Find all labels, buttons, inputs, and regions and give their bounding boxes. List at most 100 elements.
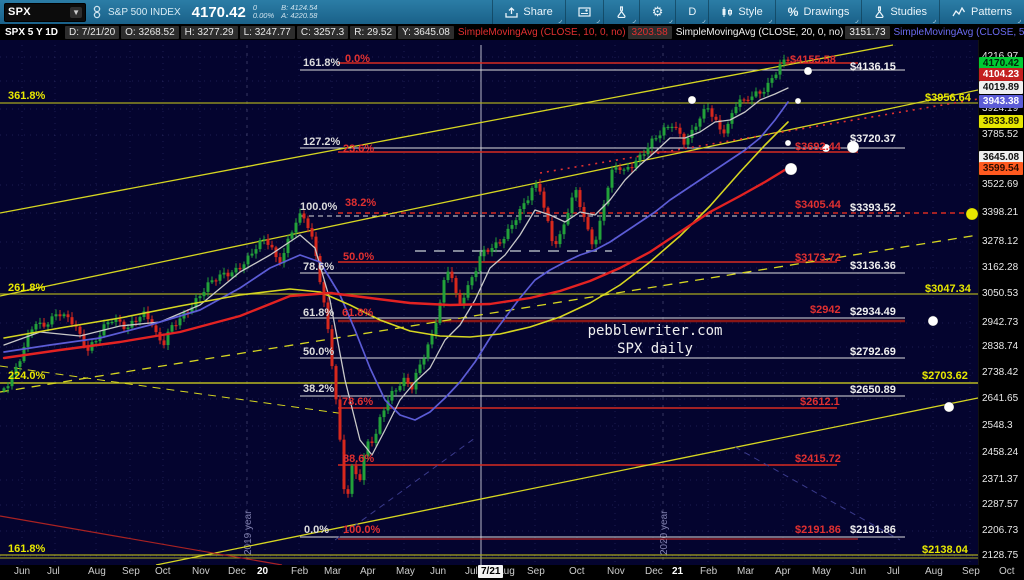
sma-50-line xyxy=(3,101,789,421)
time-tick: Oct xyxy=(155,566,171,577)
candlestick xyxy=(558,234,562,245)
candlestick xyxy=(778,64,782,75)
time-tick: Aug xyxy=(88,566,106,577)
study-label-0[interactable]: SimpleMovingAvg (CLOSE, 10, 0, no) xyxy=(457,26,626,38)
study-label-1[interactable]: SimpleMovingAvg (CLOSE, 20, 0, no) xyxy=(675,26,844,38)
price-tick: 2738.42 xyxy=(982,367,1019,378)
candlestick xyxy=(438,302,442,323)
candlestick xyxy=(402,377,406,387)
year-marker-label: 2020 year xyxy=(659,510,670,555)
price-callout: $4136.15 xyxy=(850,61,896,73)
candlestick xyxy=(666,126,670,129)
fib-label: 224.0% xyxy=(8,370,46,382)
change-percent: 0.00% xyxy=(252,11,275,20)
timeframe-button[interactable]: D ◞ xyxy=(675,0,708,24)
fib-label: 127.2% xyxy=(303,136,341,148)
candlestick xyxy=(242,264,246,270)
dropdown-caret-icon: ◞ xyxy=(558,15,562,24)
candlestick xyxy=(374,433,378,443)
candlestick xyxy=(42,322,46,327)
time-tick: Dec xyxy=(645,566,663,577)
gear-icon: ⚙ xyxy=(651,4,664,19)
price-callout: $2934.49 xyxy=(850,306,896,318)
price-badge: 3645.08 xyxy=(979,151,1023,164)
studies-button[interactable]: Studies ◞ xyxy=(861,0,939,24)
candlestick xyxy=(34,324,38,330)
candlestick xyxy=(630,167,634,169)
candlestick xyxy=(78,326,82,334)
candlestick xyxy=(714,116,718,120)
quick-study-button[interactable]: ◞ xyxy=(602,0,639,24)
candlestick xyxy=(346,489,350,494)
candlestick xyxy=(650,138,654,148)
chart-background xyxy=(0,0,978,565)
time-tick: May xyxy=(812,566,831,577)
time-axis[interactable]: Jun Jul Aug Sep Oct Nov Dec 20 Feb Mar Apr May Jun Ju… xyxy=(0,565,1024,580)
alerts-button[interactable]: ◞ xyxy=(564,0,603,24)
fib-label: 78.6% xyxy=(303,261,334,273)
candlestick xyxy=(198,296,202,299)
candlestick xyxy=(142,311,146,318)
price-tick: 2641.65 xyxy=(982,393,1019,404)
annotation-dot xyxy=(687,95,697,105)
price-tick: 3398.21 xyxy=(982,207,1019,218)
annotation-dot xyxy=(784,139,792,147)
candlestick xyxy=(738,99,742,107)
price-tick: 4216.97 xyxy=(979,51,1024,62)
price-badge: 3599.54 xyxy=(979,162,1023,175)
candlestick xyxy=(742,99,746,101)
settings-button[interactable]: ⚙ ◞ xyxy=(638,0,676,24)
time-tick: Oct xyxy=(999,566,1015,577)
share-icon xyxy=(505,6,519,18)
patterns-button[interactable]: Patterns ◞ xyxy=(939,0,1024,24)
candlestick xyxy=(710,108,714,117)
candlestick xyxy=(626,167,630,170)
study-value-0: 3203.58 xyxy=(627,25,672,39)
candlestick xyxy=(154,325,158,333)
price-axis[interactable]: 4216.974067.943924.193785.523522.693398.… xyxy=(978,40,1024,565)
candlestick xyxy=(46,324,50,327)
price-badge: 3833.89 xyxy=(979,115,1023,128)
candlestick xyxy=(166,331,170,346)
candlestick xyxy=(394,390,398,392)
candlestick xyxy=(94,341,98,343)
candlestick xyxy=(210,280,214,283)
news-icon xyxy=(578,6,591,18)
candlestick xyxy=(178,318,182,326)
trendline xyxy=(155,397,978,565)
fib-label: 161.8% xyxy=(8,543,46,555)
candlestick xyxy=(550,221,554,242)
time-tick: Jul xyxy=(887,566,900,577)
symbol-dropdown[interactable]: SPX ▼ xyxy=(4,2,86,22)
candlestick xyxy=(226,272,230,277)
candlestick xyxy=(446,271,450,281)
study-value-1: 3151.73 xyxy=(845,25,890,39)
candlestick xyxy=(510,225,514,229)
ohlc-field-3: L: 3247.77 xyxy=(239,25,295,39)
fib-label: 50.0% xyxy=(343,251,374,263)
candlestick xyxy=(10,375,14,387)
candlestick xyxy=(294,222,298,233)
drawings-button[interactable]: % Drawings ◞ xyxy=(774,0,862,24)
fib-label: 361.8% xyxy=(8,90,46,102)
symbol-value: SPX xyxy=(8,6,31,18)
candlestick xyxy=(570,197,574,214)
candlestick xyxy=(206,282,210,292)
price-chart[interactable]: 2019 year 2020 year 161.8% 0.0% 127.2%23.6% 1… xyxy=(0,0,978,565)
link-icon[interactable] xyxy=(93,5,101,19)
percent-icon: % xyxy=(787,5,799,19)
candlestick xyxy=(590,229,594,245)
style-button[interactable]: Style ◞ xyxy=(708,0,774,24)
share-button[interactable]: Share ◞ xyxy=(492,0,564,24)
study-label-2[interactable]: SimpleMovingAvg (CLOSE, 50, 0, no) xyxy=(893,26,1024,38)
candlestick xyxy=(474,271,478,278)
candlestick xyxy=(514,220,518,226)
time-tick: Nov xyxy=(607,566,625,577)
dropdown-caret-icon: ◞ xyxy=(768,15,772,24)
time-tick: 21 xyxy=(672,566,684,577)
price-callout: $3393.52 xyxy=(850,202,896,214)
candlestick xyxy=(270,244,274,248)
sma-200-line xyxy=(2,166,790,360)
time-tick: Mar xyxy=(324,566,342,577)
candlestick xyxy=(214,280,218,282)
